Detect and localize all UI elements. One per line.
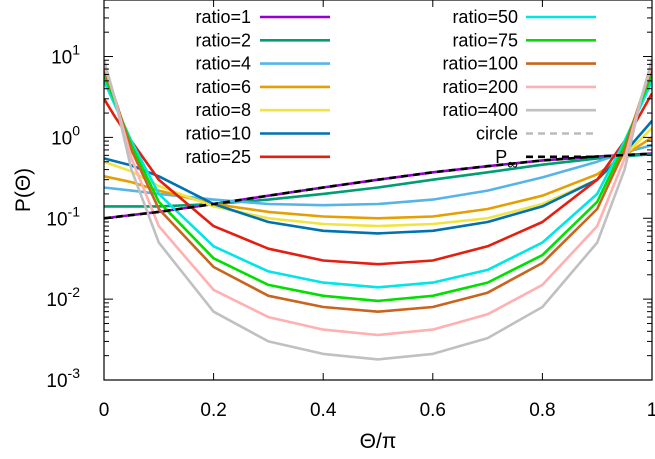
legend: ratio=1 ratio=2 ratio=4 ratio=6 ratio=8 ratio…	[185, 7, 596, 173]
legend-label-7: ratio=50	[452, 7, 518, 27]
legend-label-3: ratio=6	[195, 77, 251, 97]
y-tick-label: 10-1	[46, 203, 80, 230]
x-tick-label: 0	[99, 400, 110, 421]
y-tick-label: 101	[51, 42, 80, 69]
legend-label-11: ratio=400	[442, 100, 518, 120]
series-line-9	[104, 68, 652, 313]
legend-label-6: ratio=25	[185, 147, 251, 167]
legend-label-5: ratio=10	[185, 124, 251, 144]
legend-label-9: ratio=100	[442, 54, 518, 74]
legend-label-0: ratio=1	[195, 7, 251, 27]
x-tick-label: 0.8	[529, 400, 555, 421]
series-line-8	[104, 74, 652, 303]
series-line-1	[104, 152, 652, 208]
y-tick-label: 10-3	[46, 365, 80, 392]
legend-label-13: P∞	[495, 147, 518, 173]
legend-label-1: ratio=2	[195, 30, 251, 50]
x-axis-title: Θ/π	[360, 430, 397, 453]
x-axis: 0 0.2 0.4 0.6 0.8 1	[99, 0, 655, 421]
x-tick-label: 1	[647, 400, 655, 421]
y-tick-label: 10-2	[46, 284, 80, 311]
legend-label-2: ratio=4	[195, 54, 251, 74]
x-tick-label: 0.6	[420, 400, 446, 421]
series-line-11	[104, 59, 652, 361]
series-line-7	[104, 80, 652, 289]
series-layer	[104, 59, 652, 361]
legend-label-10: ratio=200	[442, 77, 518, 97]
plot-frame	[103, 0, 653, 381]
x-tick-label: 0.4	[310, 400, 337, 421]
series-line-6	[104, 92, 652, 266]
y-axis: 10-3 10-2 10-1 100 101	[46, 0, 652, 392]
legend-label-12: circle	[476, 124, 518, 144]
y-axis-title: P(Θ)	[12, 168, 35, 212]
series-line-3	[104, 136, 652, 220]
legend-label-8: ratio=75	[452, 30, 518, 50]
legend-label-4: ratio=8	[195, 100, 251, 120]
series-line-13	[104, 152, 652, 220]
y-tick-label: 100	[51, 122, 80, 149]
x-tick-label: 0.2	[200, 400, 226, 421]
series-line-10	[104, 64, 652, 337]
